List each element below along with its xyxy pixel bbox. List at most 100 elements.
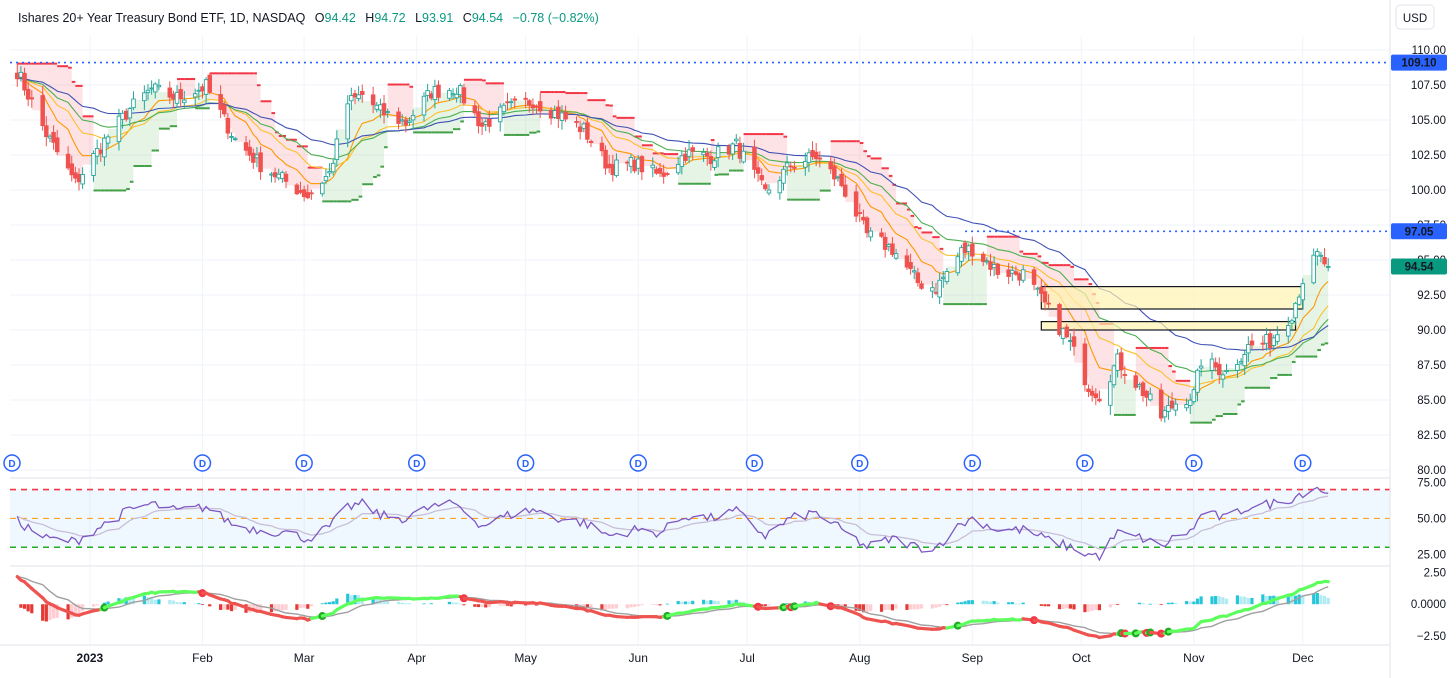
cloud-segment <box>460 96 464 122</box>
candle-body <box>294 184 300 195</box>
candle-body <box>120 112 125 120</box>
dividend-marker[interactable]: D <box>407 454 426 472</box>
cloud-segment <box>1320 261 1325 345</box>
dividend-circle <box>3 454 21 472</box>
candle-body <box>1111 365 1117 386</box>
candle-body <box>763 184 768 190</box>
macd-histogram-bar <box>1061 604 1065 609</box>
dividend-circle <box>295 454 313 472</box>
macd-axis[interactable]: 2.50 0.0000 −2.50 <box>1411 567 1446 643</box>
horizontal-price-lines[interactable] <box>10 61 1390 233</box>
candle-body <box>105 136 111 144</box>
cloud-segment <box>431 92 435 133</box>
candle-body <box>915 272 921 284</box>
price-tick-label: 107.50 <box>1411 80 1446 92</box>
cloud-segment <box>31 63 43 111</box>
cloud-segment <box>224 73 228 120</box>
price-zone-box[interactable] <box>1040 321 1297 331</box>
cloud-segment <box>438 92 450 133</box>
dividend-marker[interactable]: D <box>1294 454 1312 472</box>
cloud-segment <box>275 132 279 174</box>
macd-line-segment <box>869 617 884 624</box>
candle-body <box>603 149 608 169</box>
dividend-marker[interactable]: D <box>629 454 647 472</box>
candle-body <box>784 162 790 168</box>
cloud-segment <box>601 100 606 157</box>
cloud-segment <box>779 134 784 177</box>
candlesticks[interactable] <box>15 63 1331 423</box>
dividend-marker[interactable]: D <box>3 454 21 472</box>
candle-body <box>577 126 583 133</box>
cloud-segment <box>304 146 308 196</box>
rsi-tick-label: 50.00 <box>1417 513 1446 525</box>
candle-body <box>628 157 634 167</box>
cloud-segment <box>453 93 457 130</box>
candle-body <box>145 89 151 93</box>
price-zone-box[interactable] <box>1040 286 1304 310</box>
cloud-segment <box>478 79 483 121</box>
ema-20-line <box>17 77 1329 388</box>
dividend-marker[interactable]: D <box>295 454 313 472</box>
dividend-circle <box>1185 454 1203 472</box>
macd-histogram-bar <box>734 599 738 605</box>
dividend-marker[interactable]: D <box>1185 454 1203 472</box>
dividend-marker[interactable]: D <box>193 454 212 472</box>
cloud-segment <box>936 237 940 285</box>
macd-histogram-bar <box>963 601 967 605</box>
dividend-marker[interactable]: D <box>851 454 869 472</box>
rsi-line[interactable] <box>16 486 1329 562</box>
candle-body <box>1140 382 1146 397</box>
dividend-marker[interactable]: D <box>516 454 535 472</box>
supply-demand-zones[interactable] <box>1040 286 1304 331</box>
candle-body <box>428 93 434 99</box>
currency-label[interactable]: USD <box>1403 13 1427 25</box>
macd-histogram-bar <box>959 602 964 605</box>
candle-body <box>614 159 619 177</box>
candle-body <box>472 105 478 114</box>
dividend-marker[interactable]: D <box>1076 454 1094 472</box>
macd-line-segment <box>1224 610 1240 618</box>
dividend-circle <box>963 454 982 472</box>
macd-histogram-bar <box>908 604 913 610</box>
candle-body <box>396 111 401 124</box>
cloud-segment <box>1197 374 1202 423</box>
dividend-marker[interactable]: D <box>745 454 764 472</box>
candle-body <box>229 135 234 138</box>
macd-histogram-bar <box>219 604 223 610</box>
candle-body <box>25 88 31 100</box>
cloud-segment <box>354 99 359 200</box>
candle-body <box>639 156 645 173</box>
macd-pane[interactable] <box>15 575 1330 640</box>
cloud-segment <box>605 105 610 162</box>
currency-button[interactable]: USD <box>1395 4 1435 30</box>
cloud-segment <box>28 63 32 95</box>
macd-histogram-bar <box>1322 595 1327 605</box>
dividend-label: D <box>856 459 863 470</box>
candle-body <box>479 122 485 127</box>
price-tick-label: 105.00 <box>1411 115 1446 127</box>
price-tick-label: 80.00 <box>1417 465 1446 477</box>
candle-body <box>988 261 993 270</box>
rsi-pane[interactable] <box>10 486 1390 562</box>
cloud-segment <box>761 134 766 182</box>
macd-histogram-bar <box>168 599 172 605</box>
cloud-segment <box>972 257 984 305</box>
cloud-segment <box>961 254 966 305</box>
candle-body <box>853 191 859 217</box>
dividend-marker[interactable]: D <box>963 454 982 472</box>
time-axis[interactable]: 2023 Feb Mar Apr May Jun Jul Aug Sep Oct Nov Dec <box>0 644 1390 665</box>
macd-histogram-bar <box>1112 604 1116 606</box>
cloud-segment <box>122 120 127 191</box>
macd-histogram-bar <box>687 601 691 605</box>
candle-body <box>610 164 616 176</box>
candle-body <box>47 135 53 139</box>
cloud-segment <box>914 227 918 275</box>
rsi-axis[interactable]: 75.00 50.00 25.00 <box>1417 477 1446 561</box>
macd-histogram-bar <box>1148 603 1152 605</box>
macd-line-segment <box>436 594 452 600</box>
macd-histogram-bar <box>890 604 895 611</box>
